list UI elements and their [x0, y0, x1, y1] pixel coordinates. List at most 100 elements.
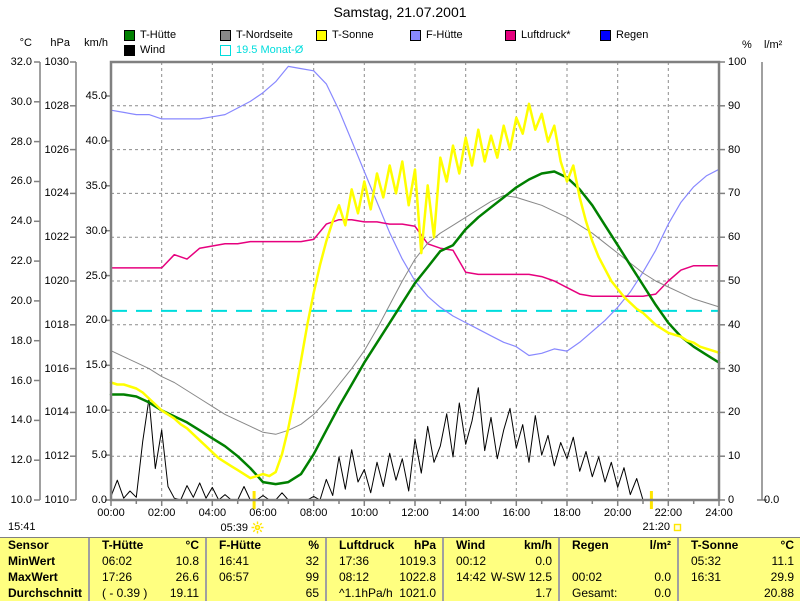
series-t-huette-line [109, 170, 721, 486]
table-cell: 1.7 [442, 586, 558, 601]
kmh-tick-label: 10.0 [85, 404, 107, 417]
table-row-label: MaxWert [8, 570, 58, 584]
kmh-tick-label: 40.0 [85, 134, 107, 147]
celsius-tick-label: 30.0 [10, 95, 32, 108]
kmh-tick-label: 25.0 [85, 269, 107, 282]
hpa-tick-label: 1010 [44, 494, 69, 506]
celsius-tick-label: 22.0 [10, 255, 32, 268]
kmh-tick-label: 30.0 [85, 224, 107, 237]
cell-measurement-value: W-SW 12.5 [490, 570, 552, 584]
legend-label-f-huette: F-Hütte [426, 29, 463, 41]
sunset-annotation: 21:20 [618, 521, 682, 533]
legend-label-t-huette: T-Hütte [140, 29, 177, 41]
table-cell: 00:12 0.0 [442, 554, 558, 570]
x-axis-time-label: 08:00 [299, 507, 328, 519]
column-unit-label: °C [185, 538, 199, 552]
table-cell: 65 [205, 586, 325, 601]
legend-swatch-regen [600, 30, 611, 41]
series-wind-line [110, 387, 720, 501]
sunset-time-label: 21:20 [642, 521, 670, 533]
column-unit-label: km/h [523, 538, 552, 552]
legend-swatch-t-nordseite [220, 30, 231, 41]
percent-tick-label: 10 [728, 450, 741, 463]
table-row: MinWert 06:02 10.8 16:41 32 17:36 1019.3 00:12 0… [0, 554, 800, 570]
hpa-tick-label: 1016 [44, 362, 69, 375]
cell-time-value: 08:12 [339, 570, 370, 584]
cell-measurement-value: 1021.0 [399, 586, 436, 600]
percent-tick-label: 20 [728, 406, 741, 419]
celsius-tick-label: 28.0 [10, 135, 32, 148]
x-axis-time-label: 00:00 [97, 507, 125, 519]
percent-tick-label: 40 [728, 318, 741, 331]
column-unit-label: % [308, 538, 319, 552]
table-header-cell: Regen l/m² [558, 538, 677, 554]
cell-measurement-value: 65 [305, 586, 319, 600]
sunrise-annotation: 05:39 [200, 521, 264, 534]
sunset-sun-icon [673, 523, 682, 531]
hpa-axis-unit: hPa [50, 37, 70, 49]
column-unit-label: °C [780, 538, 794, 552]
legend-label-monat-avg: 19.5 Monat-Ø [236, 44, 304, 56]
celsius-tick-label: 32.0 [10, 56, 32, 68]
cell-time-value: 00:02 [572, 570, 603, 584]
x-axis-time-label: 20:00 [603, 507, 632, 519]
kmh-tick-label: 5.0 [91, 449, 107, 462]
cell-time-value: 14:42 [456, 570, 487, 584]
kmh-tick-label: 20.0 [85, 314, 107, 327]
legend-label-t-sonne: T-Sonne [332, 29, 374, 41]
cell-time-value: 00:12 [456, 554, 487, 568]
cell-measurement-value: 20.88 [763, 586, 794, 600]
hpa-tick-label: 1030 [44, 56, 69, 68]
percent-tick-label: 60 [728, 231, 741, 244]
cell-measurement-value: 10.8 [175, 554, 199, 568]
x-axis-time-label: 06:00 [249, 507, 277, 519]
percent-tick-label: 90 [728, 99, 741, 112]
cell-measurement-value: 0.0 [654, 586, 671, 600]
table-cell: 06:02 10.8 [88, 554, 205, 570]
hpa-tick-label: 1012 [44, 450, 69, 463]
x-axis-time-label: 04:00 [198, 507, 227, 519]
percent-tick-label: 70 [728, 187, 741, 200]
table-row-label: Durchschnitt [8, 586, 83, 600]
kmh-tick-label: 15.0 [85, 359, 107, 372]
legend-swatch-luftdruck [505, 30, 516, 41]
table-cell [558, 554, 677, 570]
celsius-tick-label: 26.0 [10, 175, 32, 188]
column-header-label: Luftdruck [339, 538, 395, 552]
hpa-tick-label: 1014 [44, 406, 69, 419]
series-luftdruck-line [110, 218, 720, 298]
table-cell: ( - 0.39 ) 19.11 [88, 586, 205, 601]
series-f-huette-line [110, 65, 720, 357]
page-title: Samstag, 21.07.2001 [333, 4, 467, 20]
cell-measurement-value: 1022.8 [399, 570, 436, 584]
legend-swatch-monat-avg [220, 45, 231, 56]
cell-measurement-value: 32 [305, 554, 319, 568]
table-cell: 06:57 99 [205, 570, 325, 586]
table-cell: 00:02 0.0 [558, 570, 677, 586]
kmh-axis-unit: km/h [84, 37, 108, 49]
x-axis-time-label: 02:00 [147, 507, 176, 519]
table-header-cell: Luftdruck hPa [325, 538, 442, 554]
table-corner-label: Sensor [8, 538, 49, 552]
table-cell: ^1.1hPa/h 1021.0 [325, 586, 442, 601]
hpa-tick-label: 1018 [44, 318, 69, 331]
sunrise-time-label: 05:39 [220, 521, 248, 534]
series-t-sonne-line [109, 102, 721, 480]
cell-measurement-value: 26.6 [175, 570, 199, 584]
cell-time-value: ( - 0.39 ) [102, 586, 148, 600]
table-cell: 08:12 1022.8 [325, 570, 442, 586]
rain-axis-unit: l/m² [764, 39, 783, 51]
cell-measurement-value: 99 [305, 570, 319, 584]
x-axis-time-label: 10:00 [350, 507, 379, 519]
table-row: MaxWert 17:26 26.6 06:57 99 08:12 1022.8 14:42 W… [0, 570, 800, 586]
cell-time-value: ^1.1hPa/h [339, 586, 393, 600]
cell-measurement-value: 29.9 [770, 570, 794, 584]
legend-label-regen: Regen [616, 29, 649, 41]
column-header-label: T-Hütte [102, 538, 144, 552]
cell-time-value: 17:26 [102, 570, 133, 584]
table-cell: 17:36 1019.3 [325, 554, 442, 570]
celsius-tick-label: 18.0 [10, 334, 32, 347]
table-cell: 05:32 11.1 [677, 554, 800, 570]
celsius-tick-label: 16.0 [10, 374, 32, 387]
